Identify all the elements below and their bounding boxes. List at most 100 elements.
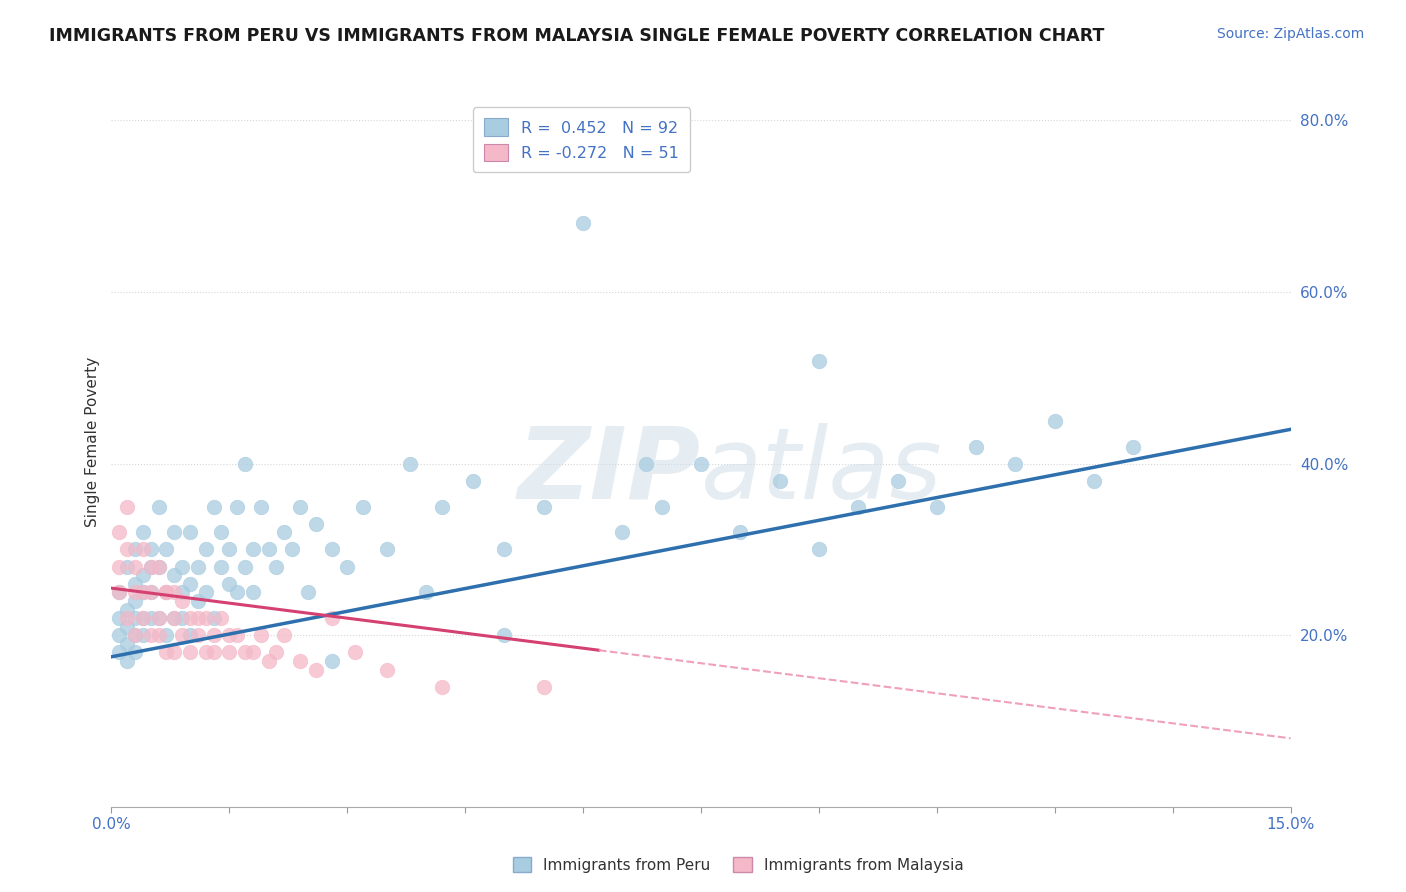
Point <box>148 559 170 574</box>
Point <box>202 628 225 642</box>
Point <box>148 559 170 574</box>
Point <box>226 628 249 642</box>
Point <box>1004 457 1026 471</box>
Point <box>172 585 194 599</box>
Text: ZIP: ZIP <box>517 423 702 520</box>
Point <box>124 577 146 591</box>
Point <box>288 500 311 514</box>
Point <box>572 216 595 230</box>
Legend: Immigrants from Peru, Immigrants from Malaysia: Immigrants from Peru, Immigrants from Ma… <box>506 851 970 880</box>
Legend: R =  0.452   N = 92, R = -0.272   N = 51: R = 0.452 N = 92, R = -0.272 N = 51 <box>474 107 690 172</box>
Point <box>430 500 453 514</box>
Point <box>155 585 177 599</box>
Point <box>132 585 155 599</box>
Point <box>257 654 280 668</box>
Point <box>124 559 146 574</box>
Point <box>612 525 634 540</box>
Point <box>115 620 138 634</box>
Point <box>155 585 177 599</box>
Point <box>115 559 138 574</box>
Point <box>155 585 177 599</box>
Point <box>124 628 146 642</box>
Point <box>634 457 657 471</box>
Point <box>179 525 201 540</box>
Point <box>321 542 343 557</box>
Point <box>179 611 201 625</box>
Point <box>807 542 830 557</box>
Point <box>132 525 155 540</box>
Point <box>108 645 131 659</box>
Point <box>194 645 217 659</box>
Point <box>124 645 146 659</box>
Point <box>249 500 271 514</box>
Point <box>132 628 155 642</box>
Point <box>163 525 186 540</box>
Point <box>155 628 177 642</box>
Point <box>187 594 209 608</box>
Point <box>194 542 217 557</box>
Point <box>461 474 484 488</box>
Point <box>533 680 555 694</box>
Point <box>375 542 398 557</box>
Point <box>108 585 131 599</box>
Point <box>139 585 162 599</box>
Point <box>846 500 869 514</box>
Point <box>218 628 240 642</box>
Point <box>965 440 987 454</box>
Point <box>242 585 264 599</box>
Point <box>494 542 516 557</box>
Point <box>115 654 138 668</box>
Point <box>163 585 186 599</box>
Point <box>266 559 288 574</box>
Point <box>494 628 516 642</box>
Point <box>297 585 319 599</box>
Point <box>139 559 162 574</box>
Point <box>179 645 201 659</box>
Point <box>132 611 155 625</box>
Point <box>139 611 162 625</box>
Point <box>242 542 264 557</box>
Point <box>148 611 170 625</box>
Point <box>194 611 217 625</box>
Point <box>226 585 249 599</box>
Point <box>375 663 398 677</box>
Point <box>925 500 948 514</box>
Point <box>651 500 673 514</box>
Point <box>115 500 138 514</box>
Point <box>211 611 233 625</box>
Point <box>115 611 138 625</box>
Point <box>124 611 146 625</box>
Point <box>187 628 209 642</box>
Point <box>226 500 249 514</box>
Point <box>430 680 453 694</box>
Point <box>1043 414 1066 428</box>
Point <box>233 645 256 659</box>
Point <box>163 645 186 659</box>
Text: IMMIGRANTS FROM PERU VS IMMIGRANTS FROM MALAYSIA SINGLE FEMALE POVERTY CORRELATI: IMMIGRANTS FROM PERU VS IMMIGRANTS FROM … <box>49 27 1105 45</box>
Text: atlas: atlas <box>702 423 942 520</box>
Point <box>172 594 194 608</box>
Point <box>172 559 194 574</box>
Point <box>399 457 422 471</box>
Text: Source: ZipAtlas.com: Source: ZipAtlas.com <box>1216 27 1364 41</box>
Point <box>163 611 186 625</box>
Point <box>352 500 374 514</box>
Point <box>249 628 271 642</box>
Point <box>179 628 201 642</box>
Point <box>163 611 186 625</box>
Y-axis label: Single Female Poverty: Single Female Poverty <box>86 357 100 527</box>
Point <box>108 559 131 574</box>
Point <box>281 542 304 557</box>
Point <box>344 645 367 659</box>
Point <box>321 654 343 668</box>
Point <box>108 628 131 642</box>
Point <box>218 577 240 591</box>
Point <box>1083 474 1105 488</box>
Point <box>187 559 209 574</box>
Point <box>124 585 146 599</box>
Point <box>273 525 295 540</box>
Point <box>257 542 280 557</box>
Point <box>242 645 264 659</box>
Point <box>132 585 155 599</box>
Point <box>139 559 162 574</box>
